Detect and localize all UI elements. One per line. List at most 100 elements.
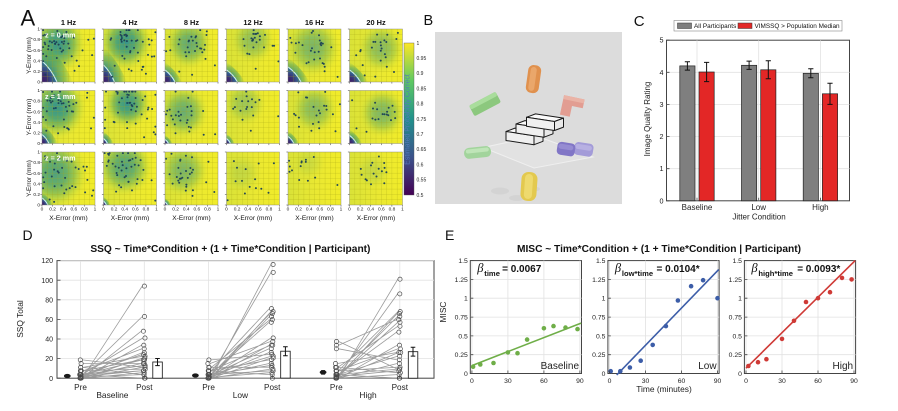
svg-text:1.25: 1.25 bbox=[455, 277, 468, 284]
svg-text:0: 0 bbox=[49, 376, 53, 383]
svg-text:3: 3 bbox=[660, 100, 664, 109]
svg-text:Y-Error (mm): Y-Error (mm) bbox=[26, 37, 33, 74]
svg-text:0.6: 0.6 bbox=[417, 162, 424, 168]
svg-text:1: 1 bbox=[464, 296, 468, 303]
svg-text:120: 120 bbox=[41, 258, 53, 265]
svg-text:0: 0 bbox=[608, 378, 612, 385]
svg-text:60: 60 bbox=[540, 378, 548, 385]
svg-text:0.5: 0.5 bbox=[732, 333, 742, 340]
svg-text:60: 60 bbox=[678, 378, 686, 385]
svg-text:0.4: 0.4 bbox=[244, 207, 251, 213]
svg-text:1: 1 bbox=[738, 296, 742, 303]
svg-text:0.55: 0.55 bbox=[417, 178, 427, 184]
svg-text:1 Hz: 1 Hz bbox=[61, 18, 77, 27]
svg-text:All Participants: All Participants bbox=[694, 23, 736, 30]
svg-text:30: 30 bbox=[778, 378, 786, 385]
svg-text:Baseline: Baseline bbox=[682, 203, 713, 212]
svg-text:0.4: 0.4 bbox=[60, 207, 67, 213]
svg-text:0.6: 0.6 bbox=[255, 207, 262, 213]
svg-text:0.7: 0.7 bbox=[417, 132, 424, 138]
svg-text:1: 1 bbox=[94, 207, 97, 213]
svg-text:0.4: 0.4 bbox=[183, 207, 190, 213]
svg-text:0.2: 0.2 bbox=[357, 207, 364, 213]
svg-text:0.85: 0.85 bbox=[417, 86, 427, 92]
svg-text:SSQ Total: SSQ Total bbox=[15, 300, 25, 338]
svg-text:1: 1 bbox=[278, 207, 281, 213]
svg-text:0.4: 0.4 bbox=[121, 207, 128, 213]
svg-text:0.65: 0.65 bbox=[417, 147, 427, 153]
svg-text:z = 0 mm: z = 0 mm bbox=[45, 31, 76, 40]
svg-text:X-Error (mm): X-Error (mm) bbox=[172, 215, 210, 222]
svg-text:0.6: 0.6 bbox=[70, 207, 77, 213]
svg-text:1: 1 bbox=[155, 207, 158, 213]
svg-text:0.4: 0.4 bbox=[367, 207, 374, 213]
svg-text:1: 1 bbox=[340, 207, 343, 213]
svg-text:0: 0 bbox=[744, 378, 748, 385]
svg-text:High: High bbox=[833, 361, 854, 372]
svg-text:60: 60 bbox=[45, 317, 53, 324]
svg-text:0.75: 0.75 bbox=[455, 315, 468, 322]
svg-text:time: time bbox=[484, 269, 500, 278]
svg-text:Post: Post bbox=[392, 383, 409, 392]
svg-text:0.5: 0.5 bbox=[417, 193, 424, 199]
svg-text:30: 30 bbox=[642, 378, 650, 385]
svg-text:0: 0 bbox=[102, 207, 105, 213]
svg-text:0: 0 bbox=[164, 207, 167, 213]
svg-text:0.9: 0.9 bbox=[417, 71, 424, 77]
svg-text:0.6: 0.6 bbox=[378, 207, 385, 213]
svg-text:Baseline: Baseline bbox=[541, 361, 580, 372]
svg-text:Time (minutes): Time (minutes) bbox=[636, 384, 692, 394]
svg-text:Y-Error (mm): Y-Error (mm) bbox=[26, 160, 33, 197]
svg-text:12 Hz: 12 Hz bbox=[243, 18, 263, 27]
svg-text:E: E bbox=[445, 227, 454, 243]
svg-text:Pre: Pre bbox=[202, 383, 215, 392]
svg-text:1: 1 bbox=[417, 41, 420, 47]
svg-text:0.5: 0.5 bbox=[596, 333, 606, 340]
svg-text:30: 30 bbox=[504, 378, 512, 385]
svg-text:4: 4 bbox=[660, 68, 664, 77]
svg-text:Image Quality Rating: Image Quality Rating bbox=[643, 82, 652, 157]
svg-text:0.6: 0.6 bbox=[33, 48, 40, 54]
svg-text:β: β bbox=[614, 261, 622, 275]
svg-text:1: 1 bbox=[37, 88, 40, 94]
svg-text:Jitter Condition: Jitter Condition bbox=[732, 213, 785, 222]
svg-text:D: D bbox=[23, 227, 33, 243]
svg-text:0.4: 0.4 bbox=[33, 181, 40, 187]
svg-text:0.2: 0.2 bbox=[295, 207, 302, 213]
svg-text:1: 1 bbox=[602, 296, 606, 303]
svg-text:0.6: 0.6 bbox=[33, 171, 40, 177]
svg-text:1: 1 bbox=[401, 207, 404, 213]
svg-text:X-Error (mm): X-Error (mm) bbox=[111, 215, 149, 222]
svg-text:β: β bbox=[750, 261, 758, 275]
svg-text:0.8: 0.8 bbox=[417, 102, 424, 108]
svg-text:0: 0 bbox=[660, 196, 664, 205]
svg-text:0.2: 0.2 bbox=[33, 69, 40, 75]
svg-text:C: C bbox=[634, 13, 645, 30]
svg-text:high*time: high*time bbox=[758, 269, 793, 278]
svg-text:0.2: 0.2 bbox=[33, 192, 40, 198]
svg-text:0.2: 0.2 bbox=[172, 207, 179, 213]
svg-text:20: 20 bbox=[45, 356, 53, 363]
svg-text:= 0.0104*: = 0.0104* bbox=[657, 264, 700, 275]
svg-text:2: 2 bbox=[660, 132, 664, 141]
svg-text:B: B bbox=[424, 13, 434, 29]
svg-text:MISC ~ Time*Condition + (1 + T: MISC ~ Time*Condition + (1 + Time*Condit… bbox=[517, 244, 801, 255]
svg-text:1: 1 bbox=[217, 207, 220, 213]
svg-text:1.5: 1.5 bbox=[732, 258, 742, 265]
svg-text:0.4: 0.4 bbox=[306, 207, 313, 213]
svg-text:Low: Low bbox=[698, 361, 717, 372]
svg-text:0: 0 bbox=[464, 371, 468, 378]
svg-text:0.8: 0.8 bbox=[143, 207, 150, 213]
svg-text:X-Error (mm): X-Error (mm) bbox=[295, 215, 333, 222]
svg-text:8 Hz: 8 Hz bbox=[184, 18, 200, 27]
svg-text:High: High bbox=[812, 203, 828, 212]
svg-text:Low: Low bbox=[751, 203, 766, 212]
svg-text:0.25: 0.25 bbox=[729, 352, 742, 359]
svg-text:High: High bbox=[359, 390, 377, 400]
svg-text:0.8: 0.8 bbox=[33, 99, 40, 105]
svg-text:0: 0 bbox=[287, 207, 290, 213]
svg-text:= 0.0067: = 0.0067 bbox=[502, 264, 542, 275]
svg-text:80: 80 bbox=[45, 297, 53, 304]
svg-text:0.6: 0.6 bbox=[132, 207, 139, 213]
svg-text:1.5: 1.5 bbox=[458, 258, 468, 265]
